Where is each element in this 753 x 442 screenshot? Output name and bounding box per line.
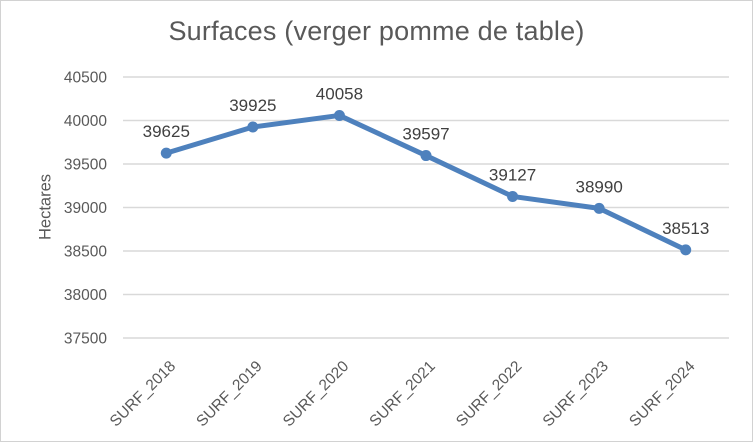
y-tick-label: 39500 [64, 157, 107, 174]
data-point-label: 39597 [402, 125, 449, 144]
x-category-label: SURF_2021 [366, 358, 438, 430]
y-tick-label: 40500 [64, 70, 107, 87]
data-point-label: 39127 [489, 165, 536, 184]
data-point-marker [680, 244, 692, 256]
data-point-label: 40058 [316, 84, 363, 103]
y-tick-label: 38000 [64, 287, 107, 304]
data-point-marker [160, 147, 172, 159]
x-category-label: SURF_2022 [453, 358, 525, 430]
x-category-label: SURF_2020 [280, 358, 353, 431]
data-point-label: 38513 [662, 219, 709, 238]
data-point-marker [593, 202, 605, 214]
x-category-label: SURF_2019 [193, 358, 265, 430]
chart-title: Surfaces (verger pomme de table) [168, 16, 585, 46]
x-category-label: SURF_2024 [626, 358, 699, 431]
data-point-marker [247, 121, 259, 133]
data-point-marker [507, 190, 519, 202]
y-tick-label: 37500 [64, 331, 107, 348]
y-tick-label: 38500 [64, 244, 107, 261]
data-point-marker [333, 109, 345, 121]
data-point-label: 38990 [576, 177, 623, 196]
y-tick-label: 40000 [64, 113, 107, 130]
y-tick-label: 39000 [64, 200, 107, 217]
x-category-label: SURF_2023 [540, 358, 612, 430]
data-point-label: 39925 [229, 96, 276, 115]
data-point-label: 39625 [143, 122, 190, 141]
x-category-label: SURF_2018 [107, 358, 179, 430]
data-point-marker [420, 150, 432, 162]
